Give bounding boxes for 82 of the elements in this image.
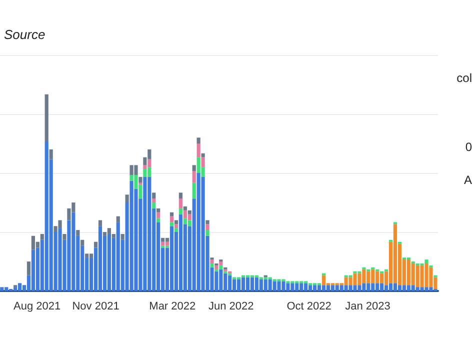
x-tick-label: Nov 2021 <box>72 300 120 312</box>
bar <box>125 194 129 202</box>
bar <box>18 283 22 291</box>
bar <box>156 208 160 212</box>
bar <box>312 285 317 291</box>
bar <box>165 238 170 242</box>
bar <box>152 198 156 202</box>
bar <box>178 192 182 199</box>
x-tick-label: Aug 2021 <box>13 300 61 312</box>
bar <box>178 208 182 214</box>
bar <box>246 277 250 291</box>
bar <box>196 138 200 144</box>
bar <box>322 275 326 286</box>
bar <box>206 220 210 224</box>
bar <box>120 234 124 240</box>
bar <box>219 265 223 270</box>
bar <box>178 198 182 208</box>
bar <box>94 242 98 248</box>
bar <box>219 262 223 266</box>
bar <box>161 242 165 246</box>
bar <box>188 220 192 226</box>
bar <box>174 228 178 232</box>
bar <box>156 218 160 222</box>
bar <box>44 94 48 142</box>
bar <box>241 277 246 291</box>
bar <box>170 222 174 226</box>
bar <box>388 283 393 291</box>
bar <box>188 210 192 214</box>
bar <box>192 182 196 199</box>
bar <box>322 285 326 291</box>
bar <box>424 260 428 264</box>
bar <box>393 224 398 284</box>
bar <box>161 238 165 242</box>
bar <box>102 232 107 236</box>
bar <box>26 262 31 276</box>
bar <box>196 144 200 158</box>
text: col <box>456 71 472 85</box>
bar <box>107 228 111 234</box>
bar <box>210 263 214 268</box>
bar <box>112 234 116 238</box>
x-tick-label: Jan 2023 <box>345 300 390 312</box>
bar <box>170 212 174 216</box>
bar <box>384 285 388 291</box>
bar <box>192 165 196 172</box>
bar <box>80 240 84 246</box>
bar <box>236 279 241 291</box>
bar <box>138 176 142 183</box>
bar <box>152 202 156 208</box>
bar <box>201 153 205 158</box>
bar <box>165 242 170 246</box>
bar <box>214 265 218 270</box>
chart-title: Source <box>4 27 46 42</box>
bar <box>393 283 398 291</box>
bar <box>192 171 196 183</box>
bar <box>49 149 53 160</box>
bar <box>317 285 322 291</box>
text: A <box>464 173 472 187</box>
bar <box>170 216 174 222</box>
bar <box>40 234 44 240</box>
bar <box>183 206 187 210</box>
x-tick-label: Jun 2022 <box>208 300 254 312</box>
bar <box>62 234 66 240</box>
bar <box>98 226 102 291</box>
bar <box>0 287 4 291</box>
x-tick-label: Mar 2022 <box>149 300 196 312</box>
bar <box>206 224 210 230</box>
bar <box>98 220 102 226</box>
bar <box>170 226 174 291</box>
bar <box>116 216 120 222</box>
bar <box>206 230 210 236</box>
bar <box>174 220 178 224</box>
bar <box>143 169 147 177</box>
bar <box>201 157 205 168</box>
bar <box>152 192 156 199</box>
text: 0 <box>465 140 472 154</box>
bar <box>210 260 214 264</box>
bar <box>76 230 80 236</box>
bar <box>156 212 160 218</box>
bar <box>174 224 178 228</box>
bar <box>85 254 89 258</box>
bar <box>188 214 192 220</box>
x-tick-label: Oct 2022 <box>286 300 332 312</box>
